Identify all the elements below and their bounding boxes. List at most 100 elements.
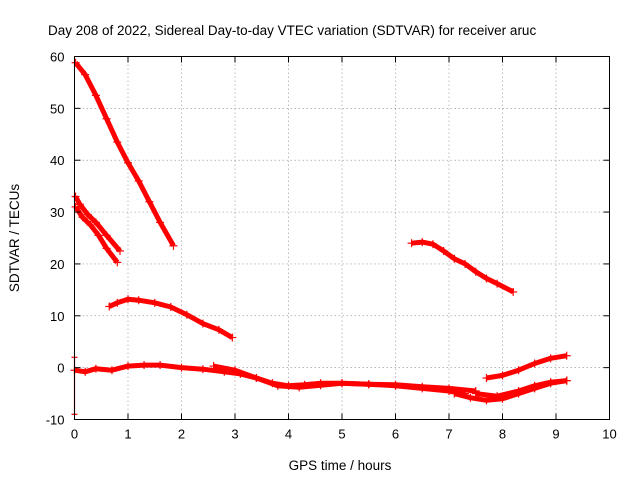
- x-tick-label: 3: [231, 427, 238, 442]
- data-point: [75, 200, 84, 209]
- data-point: [124, 362, 132, 371]
- x-tick-label: 5: [338, 427, 345, 442]
- data-point: [466, 393, 475, 402]
- data-point: [156, 218, 165, 227]
- x-tick-label: 6: [392, 427, 399, 442]
- y-tick-label: 60: [50, 50, 64, 65]
- data-point: [231, 366, 239, 375]
- data-point: [134, 176, 143, 185]
- y-tick-label: 10: [50, 309, 64, 324]
- series-trace-sat-2: [73, 195, 122, 253]
- data-point: [471, 267, 480, 276]
- data-point: [338, 379, 346, 388]
- data-point: [514, 386, 523, 395]
- data-point: [182, 310, 191, 319]
- data-point: [71, 192, 80, 201]
- data-point: [91, 91, 100, 100]
- data-point: [124, 158, 132, 167]
- data-point: [113, 138, 122, 147]
- data-point: [493, 392, 502, 401]
- series-trace-sat-1: [73, 61, 176, 248]
- data-point: [209, 362, 218, 371]
- data-point: [407, 239, 416, 248]
- data-point: [71, 202, 80, 211]
- x-tick-label: 7: [445, 427, 452, 442]
- data-point: [514, 366, 523, 375]
- data-point: [364, 380, 373, 389]
- data-point: [113, 298, 122, 307]
- data-point: [471, 389, 480, 398]
- data-point: [102, 231, 111, 240]
- data-point: [156, 361, 165, 370]
- data-point: [391, 381, 400, 390]
- data-point: [71, 58, 80, 67]
- data-point: [115, 246, 124, 255]
- data-point: [252, 374, 261, 383]
- data-point: [83, 210, 92, 219]
- data-point: [295, 383, 304, 392]
- data-point: [418, 238, 427, 247]
- series-trace-sat-9: [486, 353, 568, 381]
- data-point: [498, 371, 507, 380]
- ticks: 0 1 2 3 4 5 6 7 8 9 10 -10 0 10 20 30 40 50 60: [46, 50, 617, 442]
- x-axis-label: GPS time / hours: [289, 458, 392, 473]
- x-tick-label: 4: [285, 427, 292, 442]
- data-point: [91, 364, 100, 373]
- data-point: [198, 365, 207, 374]
- data-point: [546, 378, 555, 387]
- data-point: [450, 254, 459, 263]
- data-point: [198, 319, 207, 328]
- x-tick-label: 0: [71, 427, 78, 442]
- series-trace-sat-7: [411, 239, 515, 295]
- data-point: [445, 386, 453, 395]
- data-point: [546, 354, 555, 363]
- data-point: [94, 231, 103, 240]
- x-tick-label: 8: [499, 427, 506, 442]
- data-point: [166, 302, 175, 311]
- x-tick-label: 10: [602, 427, 616, 442]
- y-axis-label: SDTVAR / TECUs: [7, 184, 22, 293]
- data-point: [228, 333, 237, 342]
- data-point: [140, 361, 149, 370]
- data-point: [81, 367, 90, 376]
- data-point: [273, 381, 282, 390]
- data-point: [124, 295, 132, 304]
- data-point: [81, 70, 90, 79]
- data-point: [562, 376, 571, 385]
- data-point: [91, 218, 100, 227]
- data-point: [150, 298, 159, 307]
- series-trace-sat-3: [73, 205, 120, 264]
- series-trace-sat-4: [108, 296, 234, 340]
- data-point: [450, 389, 459, 398]
- data-point: [169, 241, 178, 250]
- y-tick-label: 50: [50, 101, 64, 116]
- data-point: [461, 259, 470, 268]
- data-point: [428, 240, 437, 249]
- y-tick-label: 20: [50, 257, 64, 272]
- data-point: [530, 359, 539, 368]
- data-point: [78, 213, 87, 222]
- x-tick-label: 2: [178, 427, 185, 442]
- data-point: [107, 366, 116, 375]
- data-point: [418, 384, 427, 393]
- data-point: [105, 302, 114, 311]
- data-point: [562, 351, 571, 360]
- series-trace-sat-6: [213, 363, 466, 397]
- series-layer: [70, 58, 571, 415]
- data-point: [177, 363, 186, 372]
- data-point: [530, 381, 539, 390]
- data-point: [482, 396, 491, 405]
- data-point: [493, 279, 502, 288]
- x-tick-label: 1: [124, 427, 131, 442]
- y-tick-label: 30: [50, 205, 64, 220]
- y-tick-label: -10: [46, 413, 65, 428]
- data-point: [482, 374, 491, 383]
- chart-title: Day 208 of 2022, Sidereal Day-to-day VTE…: [48, 23, 536, 38]
- data-point: [439, 246, 448, 255]
- data-point: [316, 381, 325, 390]
- data-point: [134, 296, 143, 305]
- data-point: [102, 114, 111, 123]
- y-tick-label: 0: [57, 361, 64, 376]
- data-point: [145, 197, 154, 206]
